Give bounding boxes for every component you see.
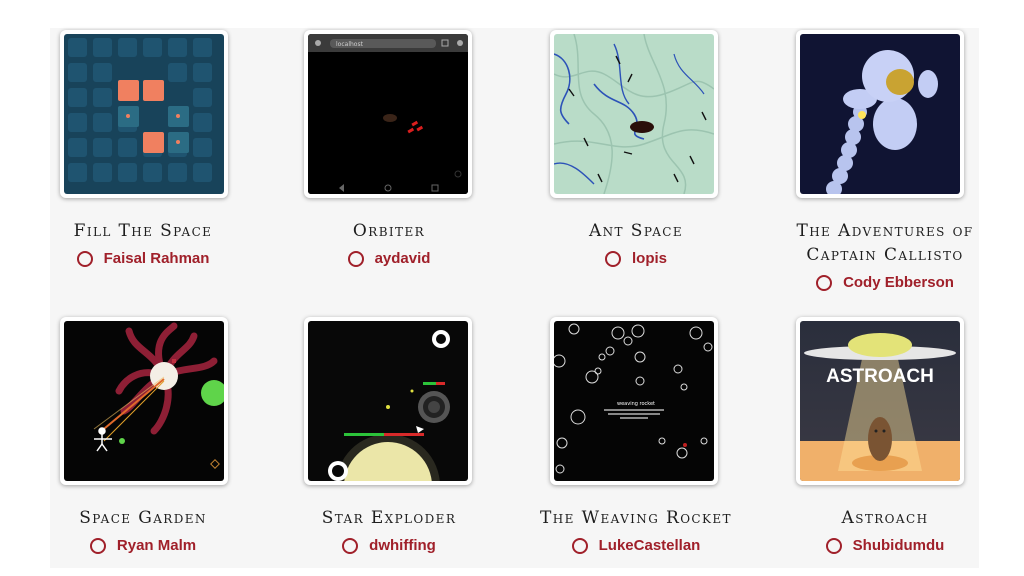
game-thumbnail[interactable] bbox=[304, 317, 472, 485]
author-name[interactable]: lopis bbox=[631, 250, 667, 267]
game-author[interactable]: Shubidumdu bbox=[762, 536, 1008, 556]
author-name[interactable]: Faisal Rahman bbox=[103, 250, 210, 267]
game-title[interactable]: Space Garden bbox=[79, 508, 207, 528]
author-name[interactable]: Ryan Malm bbox=[116, 537, 197, 554]
game-author[interactable]: Faisal Rahman bbox=[20, 249, 266, 269]
captain-callisto-thumbnail-image bbox=[800, 34, 960, 194]
game-author[interactable]: Cody Ebberson bbox=[762, 273, 1008, 293]
game-thumbnail[interactable] bbox=[796, 30, 964, 198]
fill-the-space-thumbnail-image bbox=[64, 34, 224, 194]
game-author[interactable]: aydavid bbox=[266, 249, 512, 269]
game-thumbnail[interactable] bbox=[60, 317, 228, 485]
game-title[interactable]: Orbiter bbox=[352, 221, 426, 241]
game-author[interactable]: Ryan Malm bbox=[20, 536, 266, 556]
game-title[interactable]: Star Exploder bbox=[321, 508, 457, 528]
ring-icon bbox=[604, 251, 621, 267]
author-name[interactable]: Cody Ebberson bbox=[843, 274, 954, 291]
ant-space-thumbnail-image bbox=[554, 34, 714, 194]
space-garden-thumbnail-image bbox=[64, 321, 224, 481]
ring-icon bbox=[347, 251, 364, 267]
game-thumbnail[interactable] bbox=[550, 30, 718, 198]
ring-icon bbox=[816, 275, 833, 291]
game-thumbnail[interactable]: localhost bbox=[304, 30, 472, 198]
ring-icon bbox=[89, 538, 106, 554]
star-exploder-thumbnail-image bbox=[308, 321, 468, 481]
game-thumbnail[interactable] bbox=[60, 30, 228, 198]
astroach-thumbnail-image: ASTROACH bbox=[800, 321, 960, 481]
game-author[interactable]: LukeCastellan bbox=[513, 536, 759, 556]
game-author[interactable]: dwhiffing bbox=[266, 536, 512, 556]
game-title[interactable]: Astroach bbox=[841, 508, 929, 528]
game-thumbnail[interactable]: ASTROACH bbox=[796, 317, 964, 485]
thumbnail-url-text: localhost bbox=[336, 41, 364, 48]
author-name[interactable]: Shubidumdu bbox=[852, 537, 945, 554]
thumbnail-title-text: weaving rocket bbox=[617, 401, 655, 407]
thumbnail-logo-text: ASTROACH bbox=[826, 366, 934, 387]
game-title[interactable]: Ant Space bbox=[588, 221, 683, 241]
ring-icon bbox=[76, 251, 93, 267]
author-name[interactable]: aydavid bbox=[374, 250, 431, 267]
ring-icon bbox=[825, 538, 842, 554]
game-title[interactable]: The Adventures of bbox=[796, 221, 974, 241]
game-thumbnail[interactable]: weaving rocket bbox=[550, 317, 718, 485]
game-author[interactable]: lopis bbox=[513, 249, 759, 269]
ring-icon bbox=[571, 538, 588, 554]
game-title[interactable]: The Weaving Rocket bbox=[540, 508, 732, 528]
ring-icon bbox=[342, 538, 359, 554]
author-name[interactable]: LukeCastellan bbox=[598, 537, 701, 554]
weaving-rocket-thumbnail-image: weaving rocket bbox=[554, 321, 714, 481]
orbiter-thumbnail-image: localhost bbox=[308, 34, 468, 194]
game-title-line-2[interactable]: Captain Callisto bbox=[806, 245, 964, 265]
game-title[interactable]: Fill The Space bbox=[73, 221, 213, 241]
author-name[interactable]: dwhiffing bbox=[369, 537, 436, 554]
